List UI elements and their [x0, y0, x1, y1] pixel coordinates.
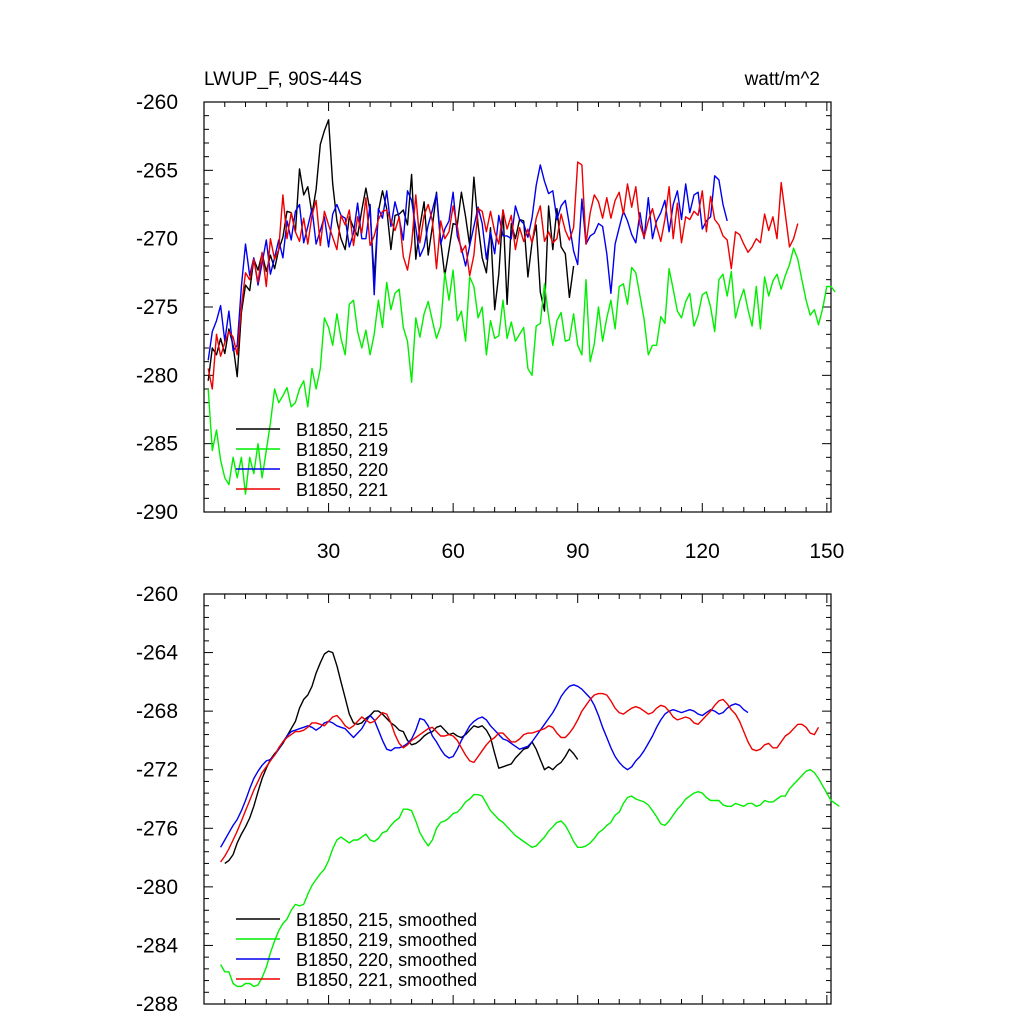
series-line-1 [207, 119, 575, 381]
y-tick-label: -276 [136, 817, 178, 840]
top-panel-units: watt/m^2 [744, 69, 820, 90]
legend-label: B1850, 219, smoothed [296, 930, 477, 950]
legend-label: B1850, 219 [296, 440, 388, 460]
legend-label: B1850, 215, smoothed [296, 910, 477, 930]
y-tick-label: -280 [136, 364, 178, 387]
top-panel-x-tick-labels: 30 60 90 120 150 [317, 540, 844, 563]
y-tick-label: -275 [136, 296, 178, 319]
top-panel-y-tick-labels: -260 -265 -270 -275 -280 -285 -290 [136, 91, 178, 524]
y-tick-label: -265 [136, 159, 178, 182]
legend-label: B1850, 221, smoothed [296, 970, 477, 990]
series-line-4 [220, 692, 820, 863]
bottom-panel-frame [203, 593, 832, 1005]
bottom-panel: -260 -264 -268 -272 -276 -280 -284 -288 B1850, … [136, 583, 840, 1016]
y-tick-label: -260 [136, 91, 178, 114]
top-panel-plot-area [207, 119, 836, 495]
x-tick-label: 120 [685, 540, 720, 563]
y-tick-label: -272 [136, 759, 178, 782]
y-tick-label: -284 [136, 934, 178, 957]
x-tick-label: 30 [317, 540, 340, 563]
series-line-2 [219, 769, 840, 988]
top-panel-ticks [204, 101, 831, 513]
x-tick-label: 60 [441, 540, 464, 563]
series-line-4 [207, 161, 799, 390]
x-tick-label: 150 [809, 540, 844, 563]
y-tick-label: -260 [136, 583, 178, 606]
top-panel-title: LWUP_F, 90S-44S [204, 69, 362, 90]
y-tick-label: -285 [136, 433, 178, 456]
y-tick-label: -280 [136, 876, 178, 899]
y-tick-label: -288 [136, 993, 178, 1016]
bottom-panel-plot-area [219, 650, 840, 988]
legend-label: B1850, 215 [296, 420, 388, 440]
legend-label: B1850, 220 [296, 460, 388, 480]
y-tick-label: -270 [136, 228, 178, 251]
series-line-2 [207, 247, 836, 495]
y-tick-label: -264 [136, 642, 178, 665]
legend-label: B1850, 220, smoothed [296, 950, 477, 970]
bottom-panel-y-tick-labels: -260 -264 -268 -272 -276 -280 -284 -288 [136, 583, 178, 1016]
top-panel: LWUP_F, 90S-44S watt/m^2 -260 -265 -270 -27… [136, 69, 844, 563]
bottom-panel-ticks [204, 593, 831, 1005]
series-line-1 [224, 650, 579, 864]
y-tick-label: -268 [136, 700, 178, 723]
x-tick-label: 90 [566, 540, 589, 563]
y-tick-label: -290 [136, 501, 178, 524]
legend-label: B1850, 221 [296, 480, 388, 500]
